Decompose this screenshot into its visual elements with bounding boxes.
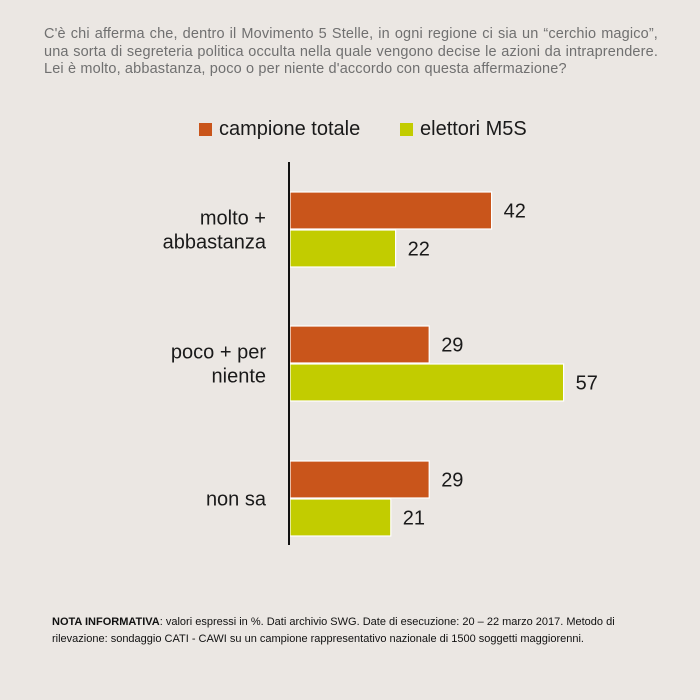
bar-elettori-m5s bbox=[289, 498, 392, 537]
note-label: NOTA INFORMATIVA bbox=[52, 616, 160, 628]
category-label: poco + per bbox=[171, 342, 266, 364]
category-label: niente bbox=[212, 366, 267, 388]
bar-campione-totale bbox=[289, 325, 430, 364]
legend-swatch-elettori-m5s bbox=[400, 123, 413, 136]
category-label: non sa bbox=[206, 489, 267, 511]
bar-campione-totale bbox=[289, 460, 430, 499]
note-text: : valori espressi in %. Dati archivio SW… bbox=[52, 616, 615, 645]
category-label: molto + bbox=[200, 208, 266, 230]
bar-chart: 42 22 molto +abbastanza 29 57 poco + pernient… bbox=[163, 162, 598, 545]
bar-elettori-m5s bbox=[289, 363, 565, 402]
chart-legend: campione totale elettori M5S bbox=[0, 118, 700, 144]
legend-item-campione-totale: campione totale bbox=[199, 118, 360, 141]
legend-swatch-campione-totale bbox=[199, 123, 212, 136]
legend-label-campione-totale: campione totale bbox=[219, 118, 361, 140]
legend-label-elettori-m5s: elettori M5S bbox=[420, 118, 527, 140]
bar-elettori-m5s bbox=[289, 229, 397, 268]
data-label: 22 bbox=[408, 239, 430, 261]
data-label: 57 bbox=[576, 373, 598, 395]
survey-question: C'è chi afferma che, dentro il Movimento… bbox=[44, 26, 658, 77]
data-label: 29 bbox=[441, 470, 463, 492]
bar-campione-totale bbox=[289, 191, 493, 230]
informative-note: NOTA INFORMATIVA: valori espressi in %. … bbox=[52, 614, 672, 648]
legend-item-elettori-m5s: elettori M5S bbox=[400, 118, 527, 141]
category-label: abbastanza bbox=[163, 232, 267, 254]
data-label: 29 bbox=[441, 335, 463, 357]
data-label: 21 bbox=[403, 508, 425, 530]
bar-group-0: 42 22 bbox=[289, 191, 526, 268]
data-label: 42 bbox=[504, 201, 526, 223]
bar-group-1: 29 57 bbox=[289, 325, 598, 402]
bar-group-2: 29 21 bbox=[289, 460, 463, 537]
